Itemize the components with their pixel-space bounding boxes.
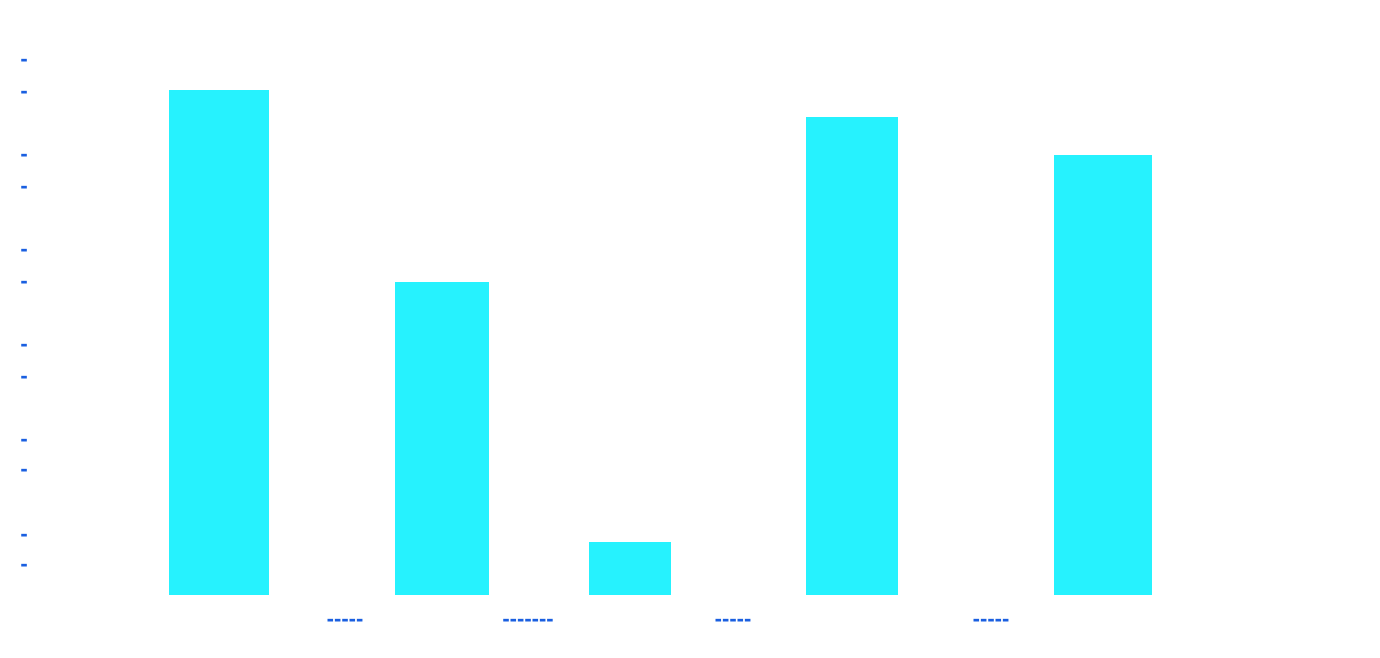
x-tick-label: ------- bbox=[502, 606, 553, 631]
bar bbox=[806, 117, 898, 595]
bar bbox=[589, 542, 671, 595]
bar bbox=[169, 90, 269, 595]
bar bbox=[395, 282, 489, 595]
y-tick-label: - bbox=[20, 331, 27, 356]
y-tick-label: - bbox=[20, 141, 27, 166]
y-tick-label: - bbox=[20, 46, 27, 71]
y-tick-label: - bbox=[20, 521, 27, 546]
x-tick-label: ----- bbox=[715, 606, 752, 631]
y-tick-label: - bbox=[20, 426, 27, 451]
y-tick-label: - bbox=[20, 268, 27, 293]
y-tick-label: - bbox=[20, 363, 27, 388]
y-tick-label: - bbox=[20, 551, 27, 576]
x-tick-label: ----- bbox=[973, 606, 1010, 631]
x-tick-label: ----- bbox=[327, 606, 364, 631]
bar bbox=[1054, 155, 1152, 595]
y-tick-label: - bbox=[20, 173, 27, 198]
y-tick-label: - bbox=[20, 78, 27, 103]
y-tick-label: - bbox=[20, 236, 27, 261]
y-tick-label: - bbox=[20, 456, 27, 481]
